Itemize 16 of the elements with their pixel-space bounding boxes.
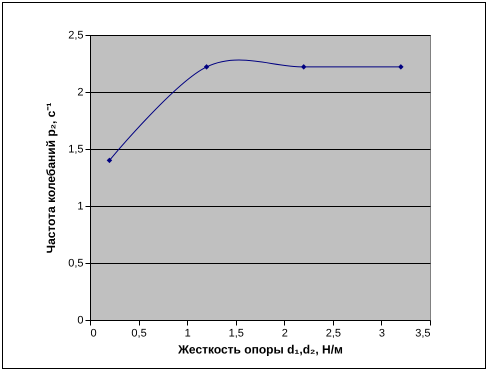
x-tick-label: 2: [282, 328, 288, 340]
x-tick-label: 2,5: [326, 328, 342, 340]
y-tick-label: 0,5: [68, 258, 84, 270]
y-axis-title: Частота колебаний p₂, с⁻¹: [44, 102, 58, 254]
x-tick-label: 0,5: [131, 328, 147, 340]
x-tick-label: 3,5: [415, 328, 430, 340]
y-tick-label: 2: [77, 86, 84, 98]
y-tick-label: 1: [77, 200, 84, 212]
x-tick-label: 0: [90, 328, 97, 340]
y-tick-label: 0: [77, 314, 84, 326]
x-tick-label: 3: [378, 328, 385, 340]
x-tick-label: 1: [184, 328, 191, 340]
x-axis-title: Жесткость опоры d₁,d₂, Н/м: [177, 342, 344, 356]
y-tick-label: 2,5: [68, 30, 84, 42]
x-tick-label: 1,5: [228, 328, 244, 340]
y-tick-label: 1,5: [68, 144, 84, 156]
